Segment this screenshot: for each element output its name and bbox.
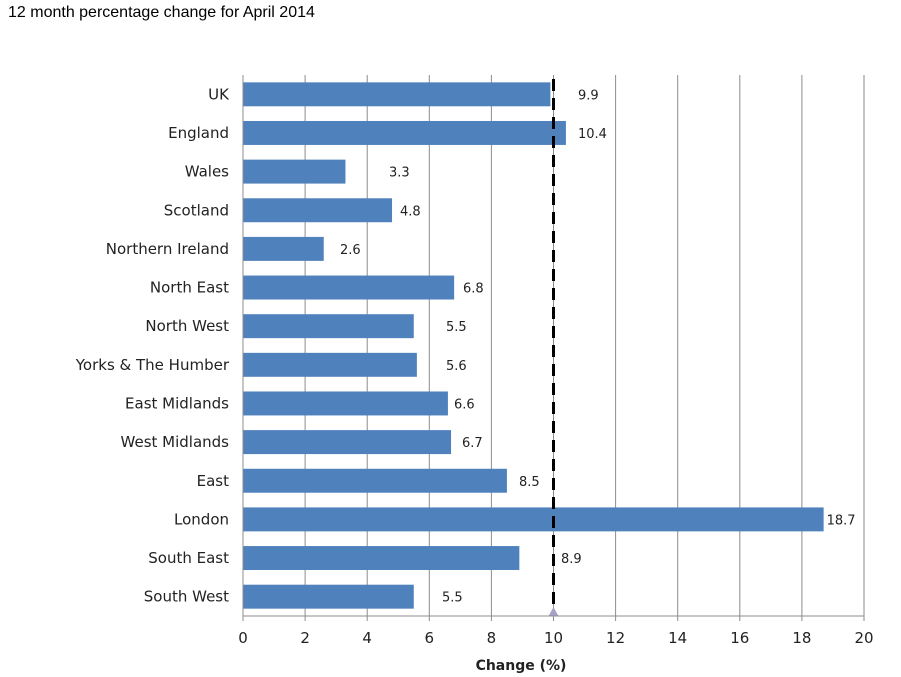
category-label: South East bbox=[148, 549, 229, 567]
x-tick-label: 0 bbox=[238, 629, 248, 647]
bar bbox=[243, 82, 551, 107]
reference-marker bbox=[548, 607, 559, 616]
category-label: London bbox=[174, 510, 229, 528]
data-label: 8.9 bbox=[561, 552, 582, 567]
category-label: UK bbox=[208, 85, 230, 103]
category-label: Scotland bbox=[164, 201, 229, 219]
category-label: East Midlands bbox=[125, 394, 229, 412]
data-label: 8.5 bbox=[519, 475, 540, 490]
data-label: 6.8 bbox=[463, 282, 484, 297]
data-label: 3.3 bbox=[389, 166, 410, 181]
bar bbox=[243, 159, 346, 184]
x-axis: 0 2 4 6 8 10 12 14 16 18 20 bbox=[238, 75, 874, 647]
bar bbox=[243, 584, 414, 609]
category-label: Wales bbox=[185, 163, 229, 181]
bar bbox=[243, 430, 452, 455]
x-tick-label: 8 bbox=[487, 629, 497, 647]
bars bbox=[243, 82, 824, 609]
data-label: 5.5 bbox=[442, 591, 463, 606]
x-axis-label: Change (%) bbox=[476, 658, 567, 674]
x-tick-label: 16 bbox=[730, 629, 749, 647]
bar bbox=[243, 546, 520, 571]
category-label: North East bbox=[150, 279, 229, 297]
data-label: 5.5 bbox=[446, 320, 467, 335]
x-tick-label: 12 bbox=[606, 629, 625, 647]
x-tick-label: 4 bbox=[362, 629, 372, 647]
category-label: North West bbox=[145, 317, 229, 335]
bar bbox=[243, 468, 507, 493]
category-labels: UK England Wales Scotland Northern Ireland No… bbox=[75, 85, 230, 605]
data-label: 9.9 bbox=[578, 88, 599, 103]
x-tick-label: 20 bbox=[854, 629, 873, 647]
x-tick-label: 10 bbox=[544, 629, 563, 647]
data-label: 4.8 bbox=[400, 204, 421, 219]
page-title: 12 month percentage change for April 201… bbox=[8, 4, 315, 21]
x-tick-label: 18 bbox=[792, 629, 811, 647]
bar bbox=[243, 120, 566, 145]
bar bbox=[243, 391, 448, 416]
category-label: Yorks & The Humber bbox=[75, 356, 230, 374]
category-label: East bbox=[197, 472, 229, 490]
x-tick-label: 14 bbox=[668, 629, 687, 647]
category-label: England bbox=[168, 124, 229, 142]
bar bbox=[243, 507, 824, 532]
data-label: 2.6 bbox=[340, 243, 361, 258]
category-label: West Midlands bbox=[121, 433, 230, 451]
bar bbox=[243, 198, 393, 223]
x-tick-label: 2 bbox=[300, 629, 310, 647]
data-label: 6.7 bbox=[462, 436, 483, 451]
data-label: 5.6 bbox=[446, 359, 467, 374]
x-tick-label: 6 bbox=[425, 629, 435, 647]
data-labels: 9.9 10.4 3.3 4.8 2.6 6.8 5.5 5.6 6.6 6.7 8.5 18.7 8.… bbox=[340, 88, 856, 605]
reference-line bbox=[548, 79, 559, 616]
data-label: 18.7 bbox=[827, 513, 856, 528]
data-label: 6.6 bbox=[454, 397, 475, 412]
bar bbox=[243, 314, 414, 339]
bar bbox=[243, 236, 324, 261]
category-label: Northern Ireland bbox=[106, 240, 229, 258]
bar bbox=[243, 275, 455, 300]
category-label: South West bbox=[144, 588, 229, 606]
bar bbox=[243, 352, 417, 377]
data-label: 10.4 bbox=[578, 127, 607, 142]
